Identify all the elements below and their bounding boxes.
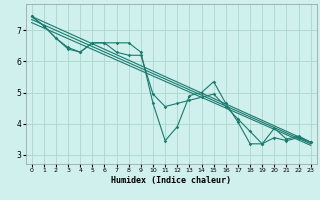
- X-axis label: Humidex (Indice chaleur): Humidex (Indice chaleur): [111, 176, 231, 185]
